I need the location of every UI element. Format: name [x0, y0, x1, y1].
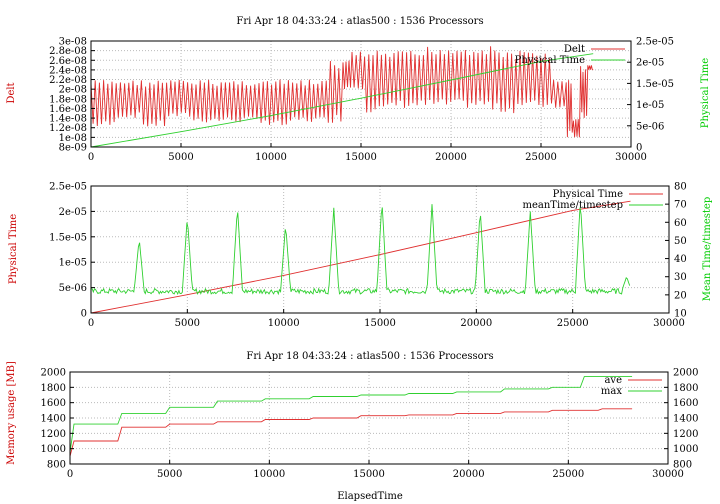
y-tick-label: 1e-08	[59, 133, 87, 144]
y-tick-label: 0	[81, 309, 87, 320]
y2-tick-label: 40	[674, 254, 687, 265]
x-tick-label: 15000	[364, 318, 396, 329]
y2-tick-label: 800	[673, 460, 692, 471]
series-line-delt	[90, 46, 594, 138]
x-tick-label: 30000	[652, 469, 684, 480]
x-tick-label: 30000	[615, 152, 647, 163]
y-tick-label: 1800	[41, 383, 66, 394]
y-tick-label: 3e-08	[59, 37, 87, 48]
panel1-ylabel: Delt	[6, 82, 17, 103]
x-tick-label: 20000	[435, 152, 467, 163]
y-tick-label: 1.6e-08	[49, 104, 87, 115]
y-tick-label: 1.5e-05	[49, 232, 87, 243]
legend-label: max	[601, 386, 622, 397]
y-tick-label: 1000	[41, 444, 66, 455]
y2-tick-label: 1200	[673, 429, 698, 440]
panel2-ylabel: Physical Time	[8, 214, 19, 284]
x-tick-label: 10000	[255, 152, 287, 163]
physical-time-mean-time-panel: Physical Time Mean Time/timestep 0 5000 10…	[8, 182, 713, 330]
y2-tick-label: 2e-05	[636, 58, 664, 69]
panel3-ylabel: Memory usage [MB]	[6, 361, 17, 465]
y2-tick-label: 1800	[673, 383, 698, 394]
series-line-physical-time	[90, 53, 594, 148]
x-tick-label: 5000	[175, 318, 200, 329]
y-tick-label: 1600	[41, 398, 66, 409]
panel3-xlabel: ElapsedTime	[337, 491, 403, 502]
y-tick-label: 2.4e-08	[49, 65, 87, 76]
legend-label: meanTime/timestep	[522, 200, 623, 211]
y-tick-label: 8e-09	[59, 143, 87, 154]
y-tick-label: 2.2e-08	[49, 75, 87, 86]
y2-tick-label: 1400	[673, 414, 698, 425]
y2-tick-label: 1e-05	[636, 100, 664, 111]
series-line-ave	[69, 408, 633, 457]
panel3-title: Fri Apr 18 04:33:24 : atlas500 : 1536 Pr…	[246, 351, 493, 362]
y-tick-label: 2000	[41, 368, 66, 379]
x-tick-label: 5000	[168, 152, 193, 163]
y2-tick-label: 60	[674, 218, 687, 229]
y-tick-label: 2.5e-05	[49, 182, 87, 193]
x-tick-label: 5000	[157, 469, 182, 480]
y-tick-label: 2.8e-08	[49, 46, 87, 57]
x-tick-label: 10000	[253, 469, 285, 480]
y2-tick-label: 2000	[673, 368, 698, 379]
y2-tick-label: 5e-06	[636, 121, 664, 132]
x-tick-label: 10000	[268, 318, 300, 329]
y-tick-label: 2e-08	[59, 85, 87, 96]
y-tick-label: 1400	[41, 414, 66, 425]
y-tick-label: 1.4e-08	[49, 114, 87, 125]
y-tick-label: 1e-05	[59, 258, 87, 269]
legend-label: Physical Time	[553, 189, 623, 200]
y2-tick-label: 30	[674, 272, 687, 283]
panel1-y2label: Physical Time	[700, 58, 711, 128]
y-tick-label: 1200	[41, 429, 66, 440]
x-tick-label: 20000	[460, 318, 492, 329]
legend-label: Delt	[564, 44, 585, 55]
panel1-title: Fri Apr 18 04:33:24 : atlas500 : 1536 Pr…	[236, 16, 483, 27]
y2-tick-label: 10	[674, 309, 687, 320]
y-tick-label: 1.2e-08	[49, 123, 87, 134]
x-tick-label: 0	[67, 469, 73, 480]
y2-tick-label: 1000	[673, 444, 698, 455]
panel2-y2label: Mean Time/timestep	[702, 197, 713, 301]
x-tick-label: 30000	[653, 318, 685, 329]
y-tick-label: 800	[47, 460, 66, 471]
series-line-meantime-timestep	[90, 204, 631, 296]
delt-physical-time-panel: Fri Apr 18 04:33:24 : atlas500 : 1536 Pr…	[6, 16, 711, 163]
memory-usage-panel: Fri Apr 18 04:33:24 : atlas500 : 1536 Pr…	[6, 351, 698, 502]
y-tick-label: 1.8e-08	[49, 94, 87, 105]
legend-label: Physical Time	[515, 55, 585, 66]
series-line-physical-time	[90, 200, 631, 314]
y2-tick-label: 2.5e-05	[636, 37, 674, 48]
x-tick-label: 20000	[453, 469, 485, 480]
x-tick-label: 15000	[345, 152, 377, 163]
y2-tick-label: 80	[674, 182, 687, 193]
y2-tick-label: 70	[674, 200, 687, 211]
x-tick-label: 25000	[552, 469, 584, 480]
y2-tick-label: 1600	[673, 398, 698, 409]
x-tick-label: 25000	[525, 152, 557, 163]
y2-tick-label: 0	[636, 143, 642, 154]
x-tick-label: 0	[88, 152, 94, 163]
y2-tick-label: 20	[674, 290, 687, 301]
y-tick-label: 5e-06	[59, 283, 87, 294]
series-line-max	[69, 376, 633, 453]
y2-tick-label: 1.5e-05	[636, 79, 674, 90]
y2-tick-label: 50	[674, 236, 687, 247]
x-tick-label: 0	[88, 318, 94, 329]
x-tick-label: 15000	[353, 469, 385, 480]
x-tick-label: 25000	[557, 318, 589, 329]
y-tick-label: 2e-05	[59, 207, 87, 218]
legend-label: ave	[604, 375, 622, 386]
y-tick-label: 2.6e-08	[49, 56, 87, 67]
